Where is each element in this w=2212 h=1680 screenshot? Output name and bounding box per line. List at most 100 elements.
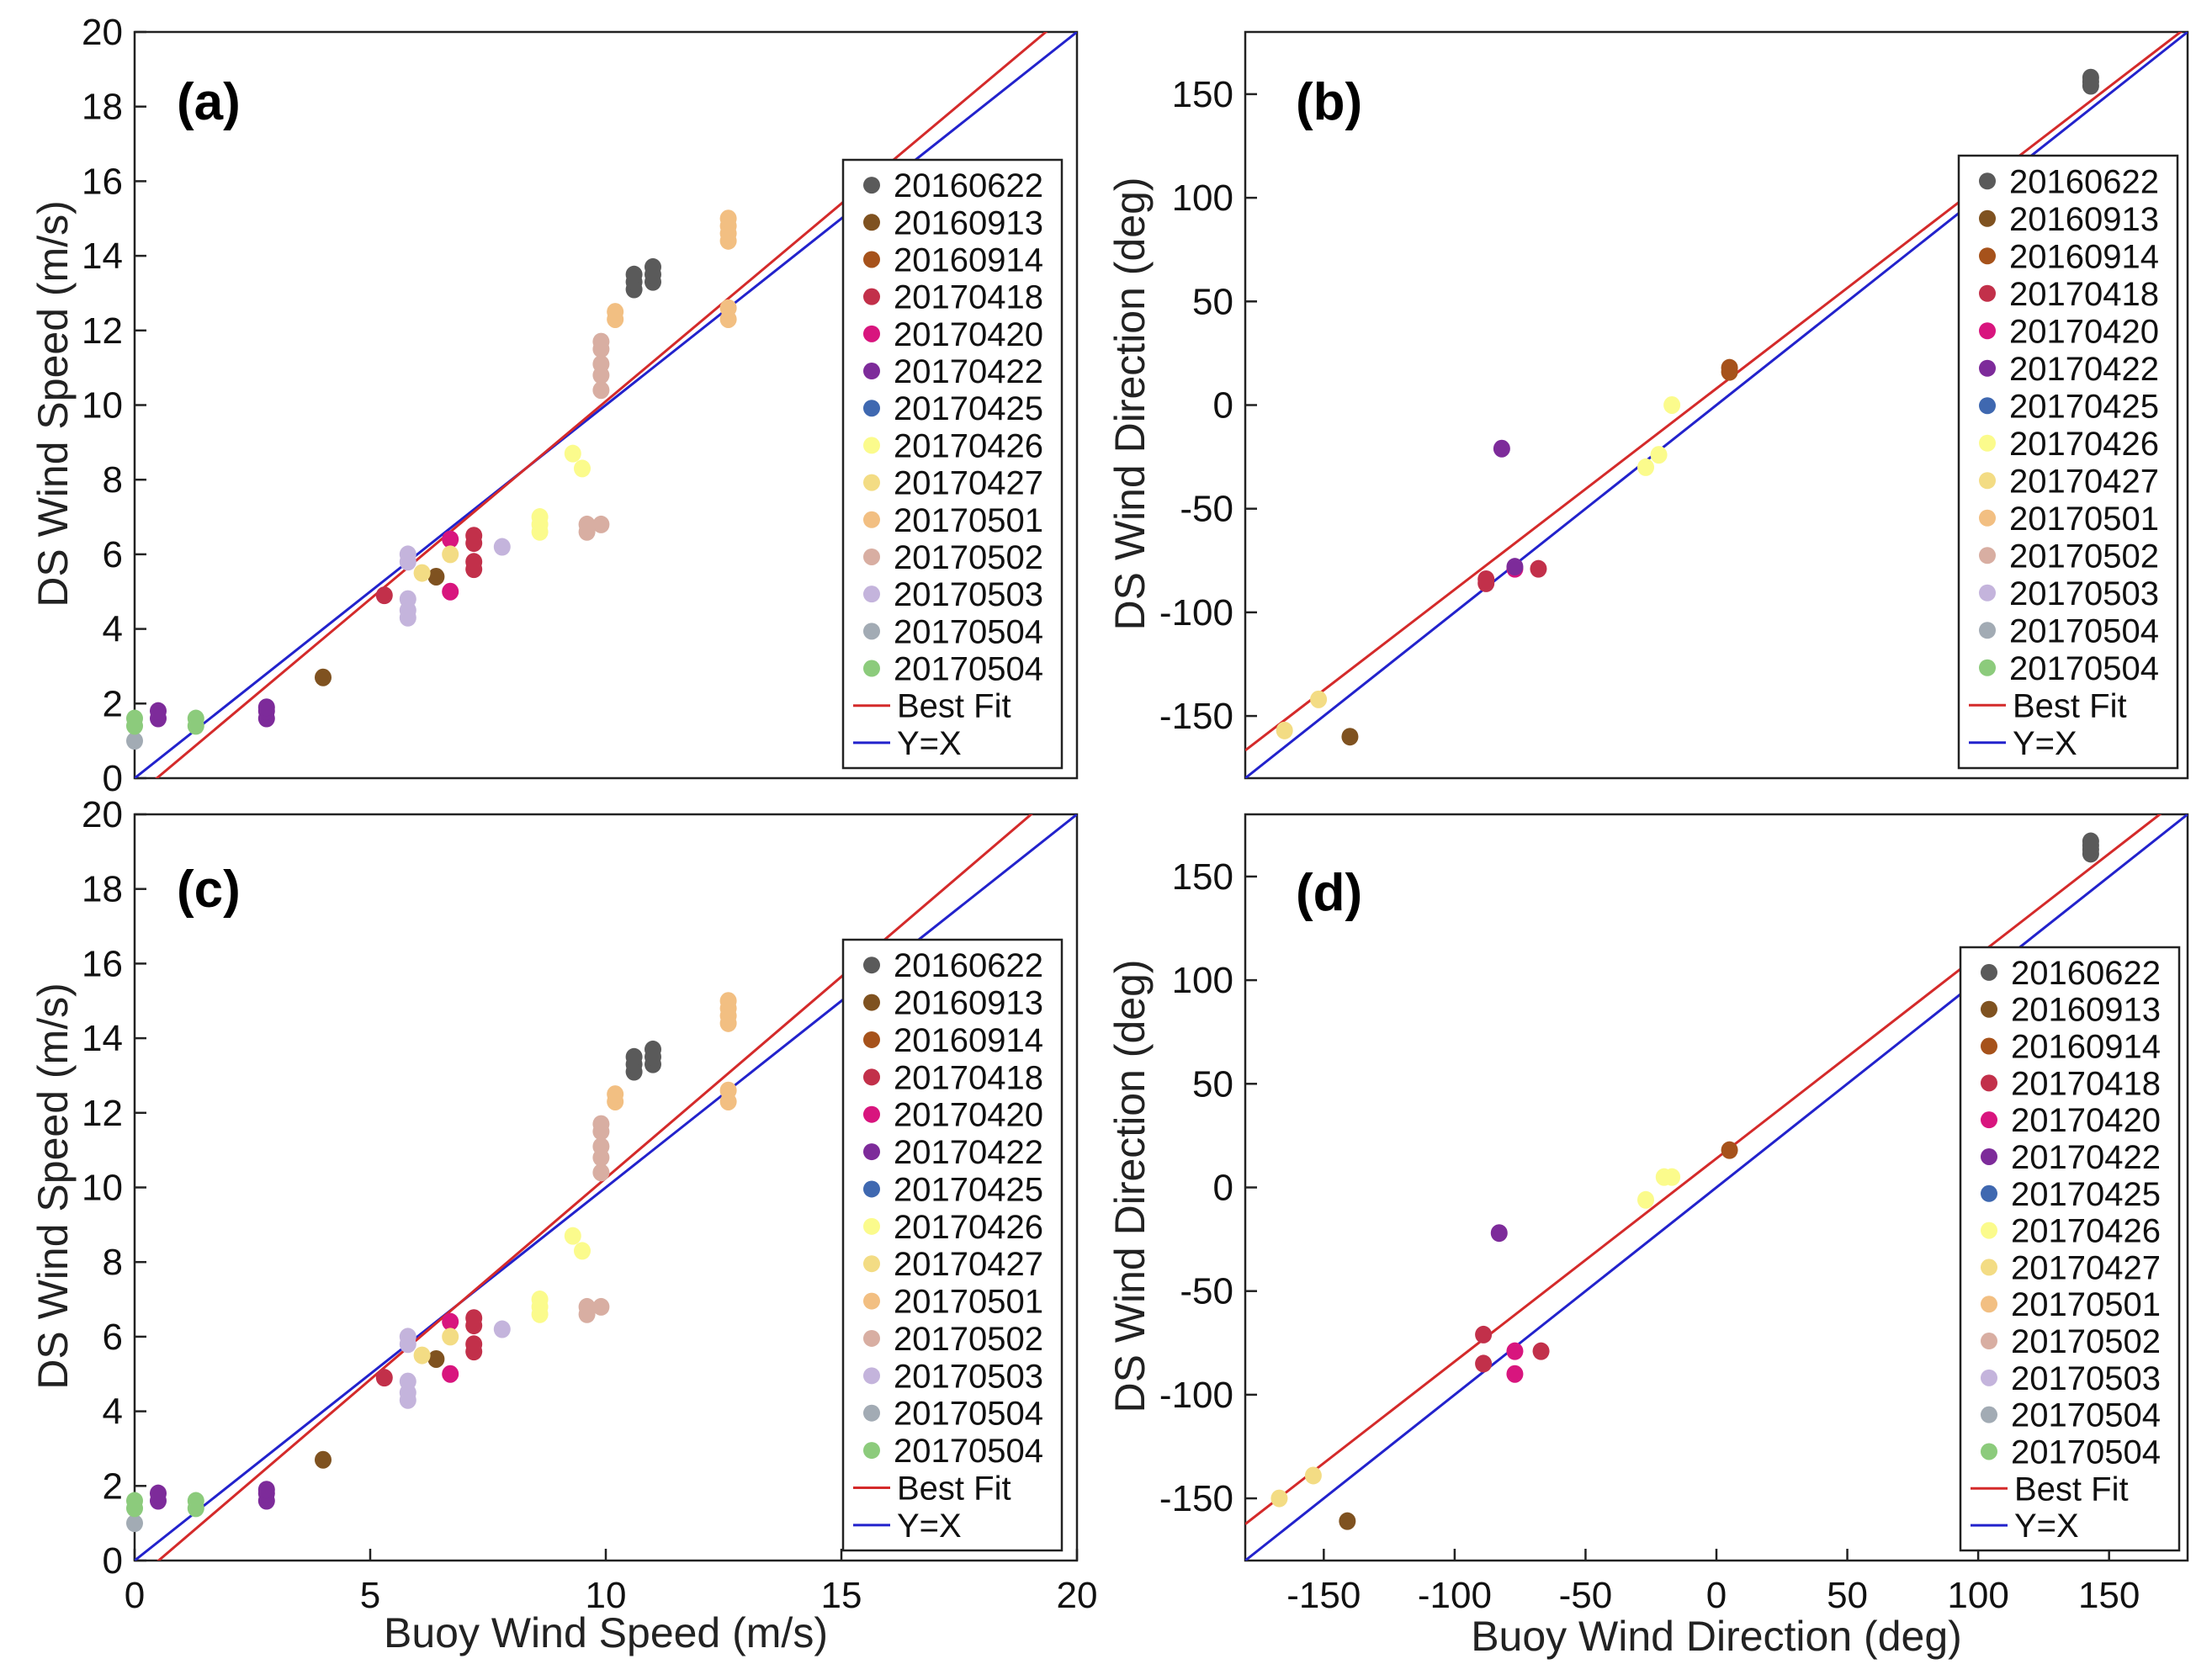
data-point-20170426 xyxy=(531,508,549,527)
legend-marker-20160913 xyxy=(863,214,880,231)
panel-a-y-tick-label: 20 xyxy=(82,12,123,53)
legend-marker-20170426 xyxy=(863,1217,880,1235)
panel-d-yx-line xyxy=(1245,814,2188,1561)
legend-label-20170418: 20170418 xyxy=(2009,276,2159,313)
legend-label-20170425: 20170425 xyxy=(2009,388,2159,425)
legend-label-yx: Y=X xyxy=(897,1508,962,1545)
panel-a-label: (a) xyxy=(177,73,241,131)
panel-b-y-tick-label: 0 xyxy=(1213,385,1233,427)
data-point-20170426 xyxy=(1650,446,1668,464)
panel-b-legend: 2016062220160913201609142017041820170420… xyxy=(1957,154,2179,770)
data-point-20170418 xyxy=(1475,1354,1493,1373)
legend-label-yx: Y=X xyxy=(2014,1508,2079,1545)
legend-label-20160913: 20160913 xyxy=(894,985,1043,1022)
panel-c-y-tick-label: 2 xyxy=(103,1465,123,1507)
data-point-20170504b xyxy=(187,709,204,728)
panel-c-x-tick-label: 15 xyxy=(821,1575,862,1616)
panel-d-y-tick-label: -50 xyxy=(1180,1271,1233,1312)
panel-a-lines xyxy=(135,32,1077,778)
data-point-20170427 xyxy=(1304,1466,1322,1485)
legend-label-20160622: 20160622 xyxy=(894,947,1043,984)
data-point-20170420 xyxy=(442,1312,459,1331)
legend-marker-20160913 xyxy=(1981,1000,1997,1018)
legend-label-20160913: 20160913 xyxy=(2009,201,2159,238)
legend-label-20170418: 20170418 xyxy=(894,1059,1043,1096)
legend-label-20170503: 20170503 xyxy=(2009,575,2159,612)
data-point-20170504b xyxy=(126,709,143,728)
data-point-20170502 xyxy=(578,515,596,533)
legend-marker-20170503 xyxy=(863,586,880,603)
legend-label-20170422: 20170422 xyxy=(2011,1139,2161,1176)
legend-label-20160914: 20160914 xyxy=(894,1022,1043,1059)
data-point-20170427 xyxy=(1276,721,1293,739)
data-point-20160913 xyxy=(427,1350,445,1369)
legend-marker-20170426 xyxy=(863,437,880,454)
legend-marker-20170422 xyxy=(863,1143,880,1161)
data-point-20170501 xyxy=(607,303,624,321)
legend-label-20170504b: 20170504 xyxy=(894,1433,1043,1470)
data-point-20170418 xyxy=(465,553,483,571)
legend-marker-20170501 xyxy=(863,511,880,528)
panel-a-y-tick-label: 18 xyxy=(82,87,123,128)
data-point-20170426 xyxy=(1663,396,1681,414)
legend-marker-20170418 xyxy=(863,288,880,305)
legend-marker-20170418 xyxy=(1979,284,1996,302)
legend-marker-20170427 xyxy=(863,474,880,491)
panel-c-y-tick-label: 0 xyxy=(103,1540,123,1582)
data-point-20160622 xyxy=(645,257,661,276)
data-point-20170502 xyxy=(592,381,610,400)
data-point-20160913 xyxy=(427,568,445,586)
legend-label-20160914: 20160914 xyxy=(2009,238,2159,275)
data-point-20170503 xyxy=(399,590,416,608)
legend-label-20160913: 20160913 xyxy=(894,204,1043,241)
panel-c-y-tick-label: 16 xyxy=(82,943,123,984)
data-point-20170422 xyxy=(257,1481,275,1499)
legend-marker-20160913 xyxy=(1979,209,1996,227)
panel-b-y-tick-label: 150 xyxy=(1172,74,1233,115)
panel-d-y-tick-label: -150 xyxy=(1159,1478,1233,1519)
legend-label-20170427: 20170427 xyxy=(2009,463,2159,500)
data-point-20160913 xyxy=(1339,1512,1356,1530)
panel-d-best-fit-line xyxy=(1245,814,2162,1525)
panel-c-y-tick-label: 4 xyxy=(103,1391,123,1433)
panel-d-y-tick-label: 50 xyxy=(1192,1063,1233,1105)
legend-label-20170422: 20170422 xyxy=(894,1134,1043,1171)
data-point-20170420 xyxy=(442,530,459,549)
legend-label-20170427: 20170427 xyxy=(894,1246,1043,1283)
legend-label-20170502: 20170502 xyxy=(894,1321,1043,1358)
legend-label-20160914: 20160914 xyxy=(894,241,1043,278)
legend-marker-20170504b xyxy=(863,1442,880,1460)
panel-b-y-axis-label: DS Wind Direction (deg) xyxy=(1106,177,1154,630)
data-point-20170503 xyxy=(399,1328,416,1346)
data-point-20170501 xyxy=(607,1085,624,1104)
data-point-20170422 xyxy=(1506,558,1524,576)
legend-marker-20170504b xyxy=(1981,1443,1997,1460)
legend-label-20170504b: 20170504 xyxy=(2011,1434,2161,1471)
panel-c-label: (c) xyxy=(177,861,241,919)
legend-label-20160622: 20160622 xyxy=(894,167,1043,204)
legend-marker-20170503 xyxy=(1979,584,1996,602)
legend-marker-20160914 xyxy=(1981,1037,1997,1055)
data-point-20170426 xyxy=(574,459,591,478)
panel-c-x-tick-label: 10 xyxy=(586,1575,627,1616)
legend-label-20170425: 20170425 xyxy=(894,1171,1043,1208)
legend-label-20160914: 20160914 xyxy=(2011,1029,2161,1066)
data-point-20170418 xyxy=(465,1335,483,1354)
panel-c-x-axis-label: Buoy Wind Speed (m/s) xyxy=(384,1609,828,1656)
legend-marker-20170504a xyxy=(863,1404,880,1422)
panel-d-y-tick-label: 0 xyxy=(1213,1168,1233,1209)
panel-d-x-tick-label: -100 xyxy=(1418,1575,1492,1616)
panel-d-y-tick-label: -100 xyxy=(1159,1375,1233,1416)
panel-a-y-tick-label: 14 xyxy=(82,236,123,277)
legend-marker-20170501 xyxy=(863,1292,880,1310)
legend-marker-20170427 xyxy=(1981,1259,1997,1276)
data-point-20170501 xyxy=(719,299,737,317)
data-point-20170418 xyxy=(1475,1325,1493,1343)
data-point-20160622 xyxy=(2082,68,2099,87)
legend-label-20170502: 20170502 xyxy=(894,539,1043,576)
legend-marker-20170502 xyxy=(863,1329,880,1347)
data-point-20170418 xyxy=(1532,1342,1550,1360)
legend-marker-20170503 xyxy=(863,1367,880,1385)
panel-b-y-tick-label: 100 xyxy=(1172,178,1233,219)
panel-d-x-tick-label: 0 xyxy=(1706,1575,1727,1616)
